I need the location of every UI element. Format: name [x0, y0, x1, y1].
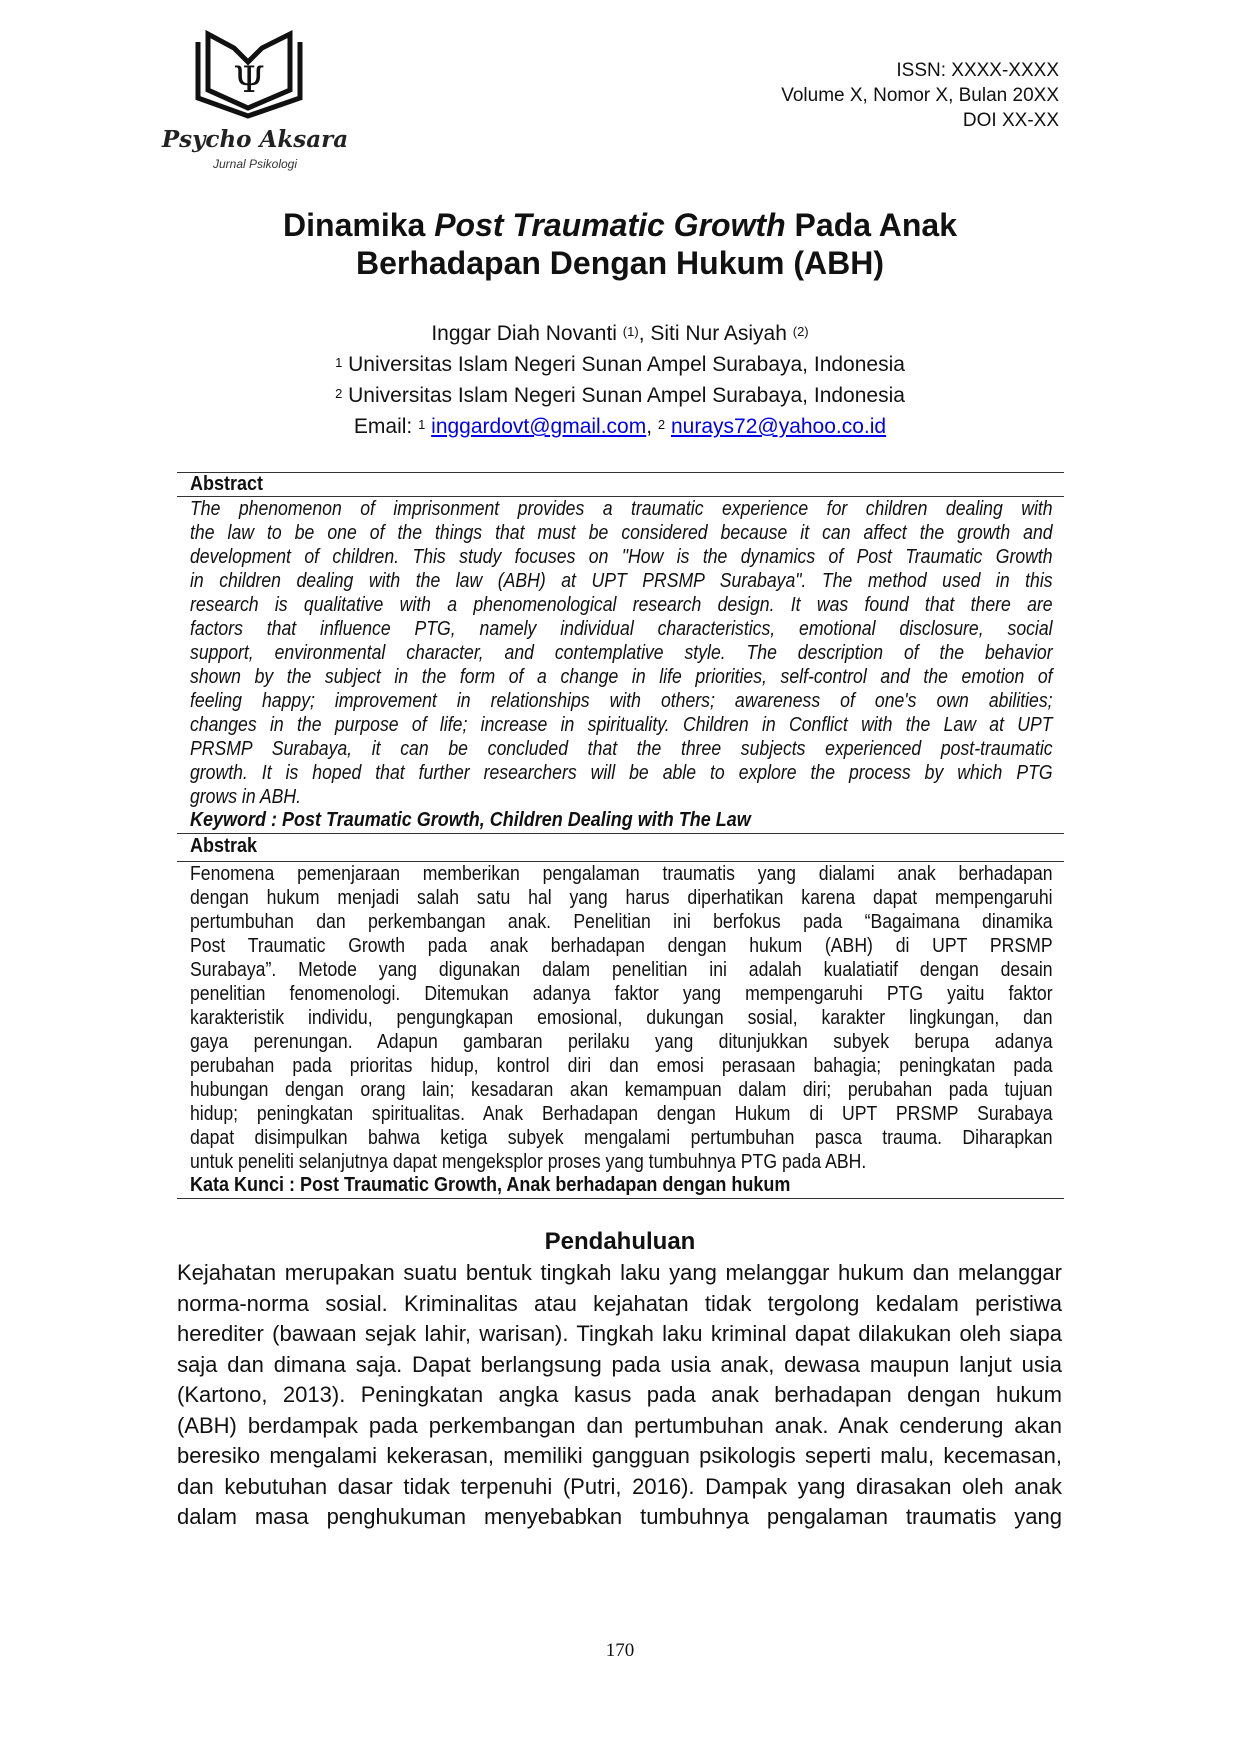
affiliation-text: Universitas Islam Negeri Sunan Ampel Sur… — [342, 384, 905, 407]
text-line: Post Traumatic Growth pada anak berhadap… — [190, 934, 1053, 957]
title-italic: Post Traumatic Growth — [434, 207, 786, 243]
text-line: gaya perenungan. Adapun gambaran perilak… — [190, 1030, 1053, 1053]
title-text: Pada Anak — [785, 207, 957, 243]
journal-logo-book-psi-icon: Ψ — [195, 29, 303, 119]
text-line: research is qualitative with a phenomeno… — [190, 593, 1053, 616]
text-line: support, environmental character, and co… — [190, 641, 1053, 664]
author-1: Inggar Diah Novanti — [431, 322, 623, 345]
text-line: in children dealing with the law (ABH) a… — [190, 569, 1053, 592]
abstract-keywords: Keyword : Post Traumatic Growth, Childre… — [190, 809, 751, 831]
text-line: changes in the purpose of life; increase… — [190, 713, 1053, 736]
sep: , — [638, 322, 651, 345]
abstrak-keywords: Kata Kunci : Post Traumatic Growth, Anak… — [190, 1174, 791, 1196]
text-line: grows in ABH. — [190, 785, 302, 808]
divider — [177, 833, 1064, 834]
text-line: Surabaya”. Metode yang digunakan dalam p… — [190, 958, 1053, 981]
author-2: Siti Nur Asiyah — [650, 322, 793, 345]
text-line: (ABH) berdampak pada perkembangan dan pe… — [177, 1412, 1062, 1438]
abstrak-text: Fenomena pemenjaraan memberikan pengalam… — [190, 862, 1053, 1174]
email-label: Email: — [353, 415, 419, 438]
paper-title: Dinamika Post Traumatic Growth Pada Anak… — [0, 206, 1240, 282]
text-line: saja dan dimana saja. Dapat berlangsung … — [177, 1351, 1062, 1377]
text-line: dan kebutuhan dasar tidak terpenuhi (Put… — [177, 1473, 1062, 1499]
text-line: Kejahatan merupakan suatu bentuk tingkah… — [177, 1260, 1062, 1285]
text-line: untuk peneliti selanjutnya dapat mengeks… — [190, 1150, 867, 1173]
abstract-heading: Abstract — [190, 473, 264, 495]
text-line: norma-norma sosial. Kriminalitas atau ke… — [177, 1290, 1062, 1316]
journal-name: Psycho Aksara — [161, 126, 349, 153]
page-number: 170 — [605, 1640, 635, 1661]
text-line: the law to be one of the things that mus… — [190, 521, 1053, 544]
title-line-2: Berhadapan Dengan Hukum (ABH) — [355, 245, 885, 281]
title-text: Dinamika — [283, 207, 435, 243]
abstrak-heading: Abstrak — [190, 835, 258, 857]
text-line: development of children. This study focu… — [190, 545, 1053, 568]
divider — [177, 472, 1064, 473]
text-line: penelitian fenomenologi. Ditemukan adany… — [190, 982, 1053, 1005]
divider — [177, 496, 1064, 497]
text-line: PRSMP Surabaya, it can be concluded that… — [190, 737, 1053, 760]
issn: ISSN: XXXX-XXXX — [896, 60, 1059, 81]
text-line: beresiko mengalami kekerasan, memiliki g… — [177, 1443, 1062, 1468]
affiliation-text: Universitas Islam Negeri Sunan Ampel Sur… — [342, 353, 905, 376]
divider — [177, 1198, 1064, 1199]
text-line: herediter (bawaan sejak lahir, warisan).… — [177, 1321, 1062, 1346]
journal-meta: ISSN: XXXX-XXXX Volume X, Nomor X, Bulan… — [781, 58, 1059, 133]
sup: (1) — [622, 324, 639, 339]
divider — [177, 861, 1064, 862]
sup: (2) — [792, 324, 809, 339]
text-line: growth. It is hoped that further researc… — [190, 761, 1053, 784]
volume: Volume X, Nomor X, Bulan 20XX — [781, 85, 1059, 106]
intro-body-text: Kejahatan merupakan suatu bentuk tingkah… — [177, 1258, 1062, 1533]
text-line: factors that influence PTG, namely indiv… — [190, 617, 1053, 640]
text-line: dapat disimpulkan bahwa ketiga subyek me… — [190, 1126, 1053, 1149]
text-line: pertumbuhan dan perkembangan anak. Penel… — [190, 910, 1053, 933]
text-line: The phenomenon of imprisonment provides … — [190, 497, 1053, 520]
affiliation-1: 1 Universitas Islam Negeri Sunan Ampel S… — [0, 349, 1240, 380]
sup: 1 — [335, 355, 343, 370]
text-line: Fenomena pemenjaraan memberikan pengalam… — [190, 862, 1053, 885]
section-heading-pendahuluan: Pendahuluan — [544, 1228, 696, 1255]
sep: , — [646, 415, 658, 438]
text-line: hidup; peningkatan spiritualitas. Anak B… — [190, 1102, 1053, 1125]
email-link-2[interactable]: nurays72@yahoo.co.id — [670, 415, 887, 438]
doi: DOI XX-XX — [962, 110, 1059, 131]
svg-text:Ψ: Ψ — [233, 60, 265, 101]
text-line: (Kartono, 2013). Peningkatan angka kasus… — [177, 1382, 1062, 1407]
text-line: dengan hukum menjadi salah satu hal yang… — [190, 886, 1053, 909]
email-link-1[interactable]: inggardovt@gmail.com — [431, 415, 647, 438]
sup: 2 — [657, 417, 666, 432]
emails: Email: 1 inggardovt@gmail.com, 2 nurays7… — [0, 411, 1240, 442]
sup: 1 — [418, 417, 426, 432]
abstract-text: The phenomenon of imprisonment provides … — [190, 497, 1053, 809]
author-block: Inggar Diah Novanti (1), Siti Nur Asiyah… — [0, 318, 1240, 442]
text-line: shown by the subject in the form of a ch… — [190, 665, 1053, 688]
text-line: hubungan dengan orang lain; kesadaran ak… — [190, 1078, 1053, 1101]
text-line: feeling happy; improvement in relationsh… — [190, 689, 1053, 712]
journal-subtitle: Jurnal Psikologi — [212, 157, 298, 171]
text-line: perubahan pada prioritas hidup, kontrol … — [190, 1054, 1053, 1077]
author-names: Inggar Diah Novanti (1), Siti Nur Asiyah… — [0, 318, 1240, 349]
sup: 2 — [335, 386, 343, 401]
affiliation-2: 2 Universitas Islam Negeri Sunan Ampel S… — [0, 380, 1240, 411]
text-line: karakteristik individu, pengungkapan emo… — [190, 1006, 1053, 1029]
text-line: dalam masa penghukuman menyebabkan tumbu… — [177, 1504, 1062, 1529]
